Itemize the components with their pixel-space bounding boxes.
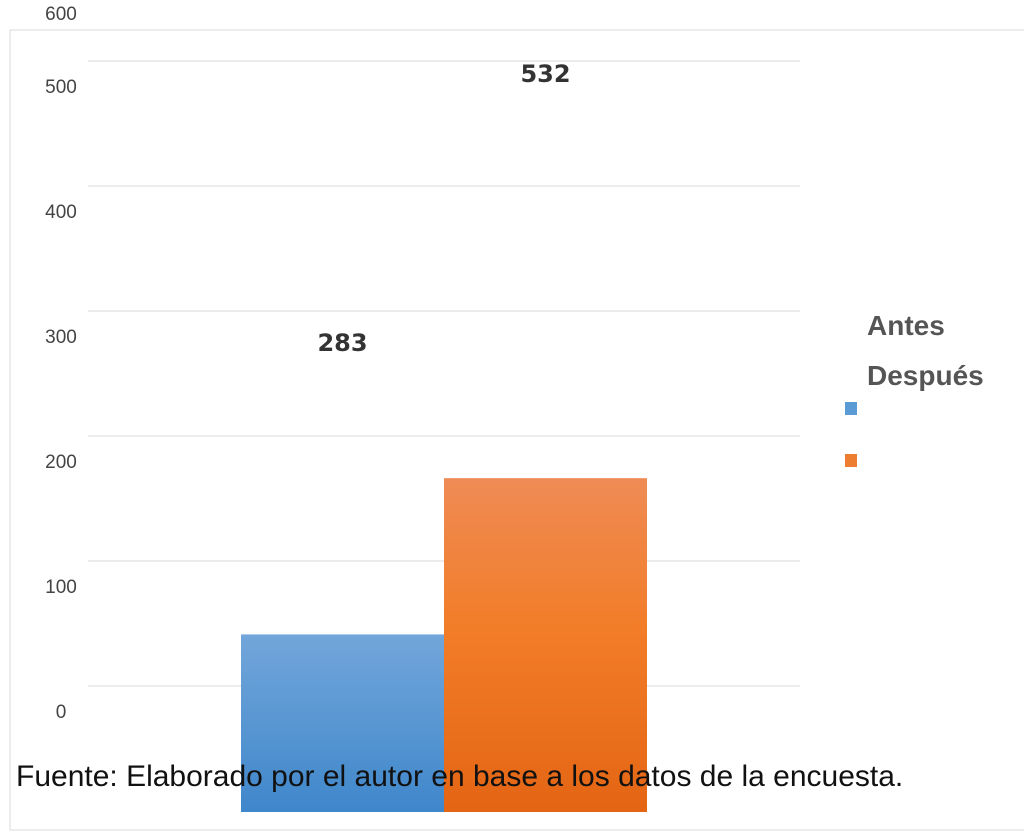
y-tick-label: 300 bbox=[45, 327, 77, 348]
source-note: Fuente: Elaborado por el autor en base a… bbox=[16, 760, 904, 793]
legend-swatch bbox=[845, 402, 857, 415]
data-label: 283 bbox=[317, 329, 367, 357]
legend-swatch bbox=[845, 454, 857, 467]
chart-border bbox=[9, 29, 1024, 831]
data-label: 532 bbox=[520, 60, 570, 88]
y-tick-label: 0 bbox=[56, 702, 67, 723]
bars bbox=[241, 478, 647, 812]
y-tick-label: 600 bbox=[45, 4, 77, 25]
bar-después bbox=[444, 478, 647, 812]
y-axis-ticks: 0 100 200 300 400 500 600 bbox=[45, 4, 77, 723]
y-tick-label: 100 bbox=[45, 577, 77, 598]
bar-antes bbox=[241, 634, 444, 812]
y-tick-label: 400 bbox=[45, 202, 77, 223]
legend-label: Después bbox=[867, 360, 984, 391]
y-tick-label: 200 bbox=[45, 452, 77, 473]
legend: Antes Después bbox=[845, 310, 984, 467]
data-labels: 283 532 bbox=[317, 60, 570, 357]
legend-label: Antes bbox=[867, 310, 945, 341]
y-tick-label: 500 bbox=[45, 77, 77, 98]
